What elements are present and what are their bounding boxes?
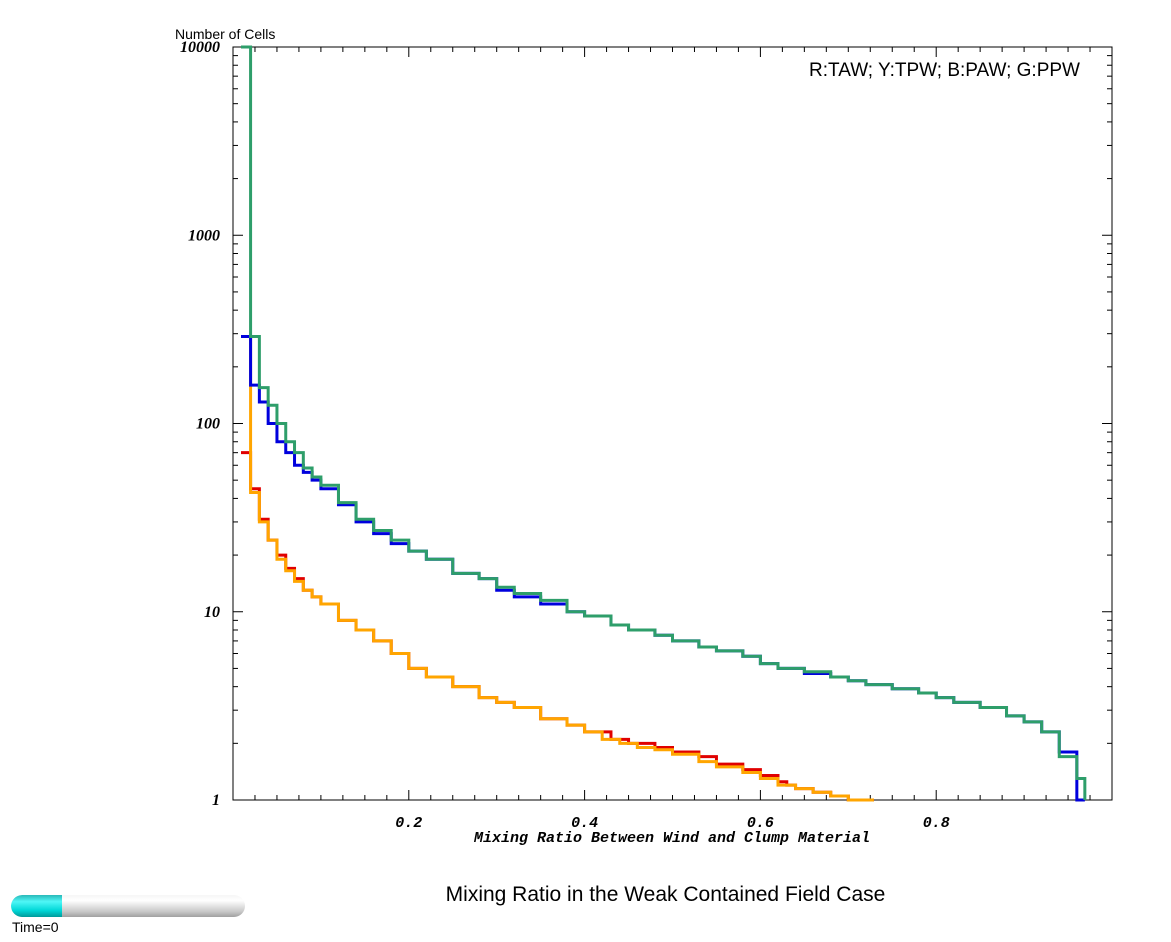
series-line-1 <box>241 451 874 802</box>
plot-frame <box>232 46 1113 801</box>
x-axis-label: Mixing Ratio Between Wind and Clump Mate… <box>473 830 870 847</box>
x-tick-label: 0.6 <box>747 815 774 832</box>
y-tick-label: 10 <box>204 604 220 621</box>
x-tick-label: 0.4 <box>571 815 598 832</box>
series-line-4 <box>241 45 1087 800</box>
series-lines <box>241 45 1087 802</box>
time-slider[interactable] <box>11 895 245 917</box>
legend: R:TAW; Y:TPW; B:PAW; G:PPW <box>809 60 1080 81</box>
series-line-3 <box>241 334 1085 802</box>
time-label: Time=0 <box>12 919 59 935</box>
y-tick-label: 1 <box>212 792 220 809</box>
series-line-2 <box>241 334 874 802</box>
y-tick-label: 1000 <box>188 227 220 244</box>
y-tick-label: 100 <box>196 416 220 433</box>
x-tick-label: 0.8 <box>923 815 950 832</box>
plot-axes: 1 10 100 1000 10000 0.2 0.4 0.6 0.8 <box>180 39 1113 832</box>
x-tick-label: 0.2 <box>395 815 422 832</box>
time-slider-fill <box>11 895 63 917</box>
y-tick-label: 10000 <box>180 39 220 56</box>
histogram-chart: 1 10 100 1000 10000 0.2 0.4 0.6 0.8 Number of Ce… <box>175 26 1113 847</box>
axis-labels: Number of Cells Mixing Ratio Between Win… <box>175 26 1080 847</box>
plot-title: Mixing Ratio in the Weak Contained Field… <box>445 883 886 906</box>
y-axis-label: Number of Cells <box>175 26 275 42</box>
